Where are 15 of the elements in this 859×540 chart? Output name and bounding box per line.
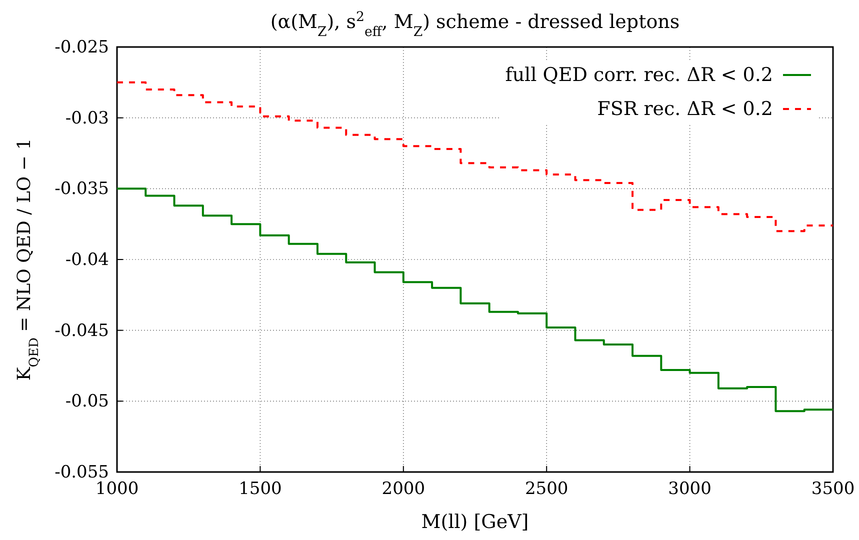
x-tick-label: 2000 [382,479,426,500]
y-tick-label: -0.03 [65,108,109,128]
x-tick-label: 3500 [811,479,855,500]
y-tick-label: -0.04 [65,250,109,270]
y-tick-label: -0.045 [54,320,109,341]
x-tick-label: 3000 [668,479,712,500]
x-axis-title: M(ll) [GeV] [421,511,529,533]
legend-label: full QED corr. rec. ΔR < 0.2 [505,64,773,86]
chart-title: (α(M$_{Z}$), s$^{2}$$_{eff}$, M$_{Z}$) scheme - dressed leptons [270,10,680,40]
y-tick-label: -0.025 [54,37,109,58]
x-tick-label: 2500 [524,479,568,500]
y-tick-label: -0.035 [54,179,109,200]
y-tick-label: -0.05 [65,392,109,412]
x-tick-label: 1500 [238,479,282,500]
legend-label: FSR rec. ΔR < 0.2 [597,98,773,120]
